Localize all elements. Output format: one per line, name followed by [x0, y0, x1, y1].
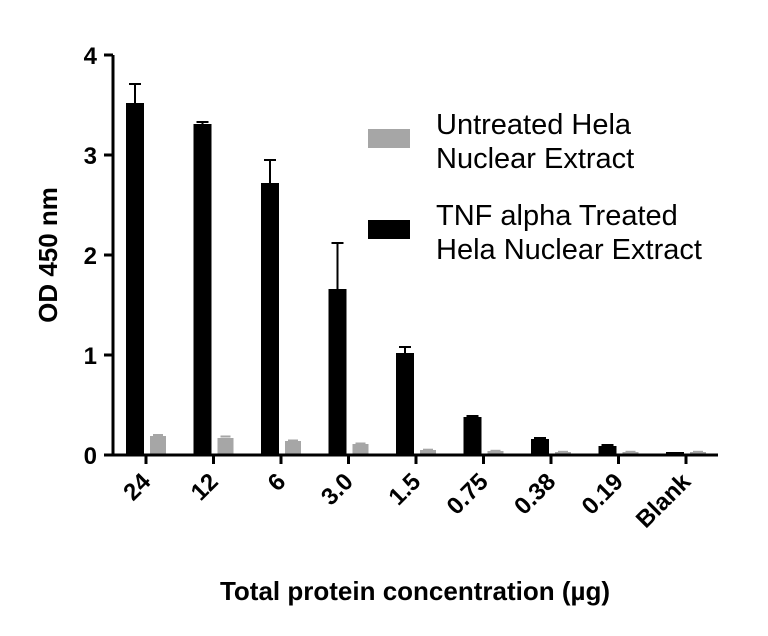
legend-swatch-untreated: [368, 129, 410, 148]
y-tick-label-4: 4: [84, 43, 98, 70]
bar-tnf-treated-3: [328, 289, 347, 455]
x-tick-label-6: 0.38: [509, 468, 561, 520]
x-tick-label-4: 1.5: [384, 468, 427, 511]
x-tick-label-3: 3.0: [316, 468, 359, 511]
x-tick-label-7: 0.19: [577, 468, 629, 520]
legend-label-untreated-line-2: Nuclear Extract: [436, 143, 634, 175]
bar-tnf-treated-4: [396, 353, 414, 455]
bar-untreated-5: [487, 451, 504, 455]
legend-label-tnf-treated-line-1: TNF alpha Treated: [436, 200, 678, 232]
x-tick-label-8: Blank: [631, 468, 697, 534]
bar-tnf-treated-6: [531, 439, 549, 455]
bar-tnf-treated-0: [126, 103, 144, 455]
x-tick-label-1: 12: [186, 468, 224, 506]
x-tick-label-0: 24: [118, 468, 156, 506]
y-axis-title: OD 450 nm: [33, 187, 63, 323]
legend-label-untreated-line-1: Untreated Hela: [436, 109, 632, 141]
bar-untreated-4: [420, 450, 436, 455]
x-axis-title: Total protein concentration (µg): [220, 576, 610, 606]
bar-tnf-treated-5: [463, 417, 482, 455]
bar-untreated-2: [285, 441, 301, 455]
x-tick-label-2: 6: [263, 468, 292, 497]
bar-tnf-treated-1: [193, 124, 212, 455]
y-tick-label-3: 3: [84, 143, 97, 170]
bar-untreated-3: [352, 444, 369, 455]
legend-label-tnf-treated-line-2: Hela Nuclear Extract: [436, 234, 702, 266]
bar-untreated-0: [150, 436, 166, 455]
bar-tnf-treated-7: [598, 446, 617, 455]
y-tick-label-2: 2: [84, 243, 97, 270]
legend: Untreated Hela Nuclear Extract TNF alpha…: [368, 109, 702, 266]
legend-swatch-tnf-treated: [368, 220, 410, 239]
bar-untreated-1: [217, 438, 234, 455]
bar-tnf-treated-2: [261, 183, 279, 455]
y-tick-label-1: 1: [84, 343, 97, 370]
x-tick-label-5: 0.75: [442, 468, 494, 520]
y-tick-label-0: 0: [84, 443, 97, 470]
